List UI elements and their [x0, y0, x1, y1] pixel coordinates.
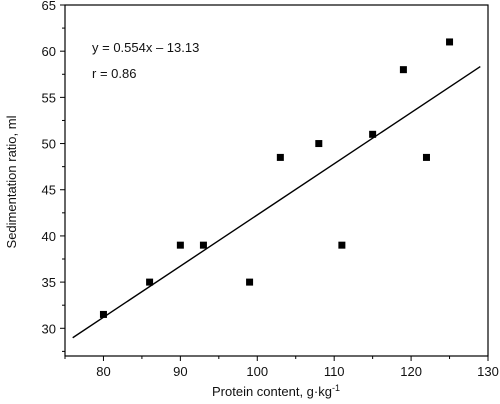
- x-tick-label: 110: [324, 364, 345, 379]
- y-axis-label: Sedimentation ratio, ml: [4, 115, 19, 248]
- regression-line-group: [72, 65, 481, 339]
- y-tick-label: 30: [42, 321, 56, 336]
- data-point: [199, 241, 207, 249]
- x-tick-label: 130: [477, 364, 499, 379]
- data-point: [338, 241, 346, 249]
- y-tick-label: 40: [42, 229, 56, 244]
- regression-line: [72, 65, 481, 339]
- x-tick-label: 120: [400, 364, 422, 379]
- x-axis-ticks: 80 90 100 110 120 130: [64, 356, 499, 379]
- x-axis-label: Protein content, g·kg-1: [212, 383, 340, 399]
- y-tick-label: 50: [42, 137, 56, 152]
- data-point: [146, 278, 154, 286]
- y-tick-label: 35: [42, 275, 56, 290]
- data-point: [315, 140, 323, 148]
- data-point: [399, 66, 407, 74]
- data-point: [422, 153, 430, 161]
- x-tick-label: 80: [96, 364, 110, 379]
- data-point: [446, 38, 454, 46]
- x-axis-label-text: Protein content, g·kg: [212, 384, 332, 399]
- x-tick-label: 100: [246, 364, 268, 379]
- plot-axes: [64, 4, 489, 357]
- data-points: [99, 38, 454, 318]
- y-tick-label: 55: [42, 90, 56, 105]
- x-axis-label-superscript: -1: [332, 383, 340, 393]
- y-tick-label: 60: [42, 44, 56, 59]
- data-point: [176, 241, 184, 249]
- correlation-coefficient: r = 0.86: [92, 66, 136, 81]
- data-point: [369, 130, 377, 138]
- x-tick-label: 90: [173, 364, 187, 379]
- data-point: [246, 278, 254, 286]
- y-tick-label: 45: [42, 183, 56, 198]
- y-tick-label: 65: [42, 0, 56, 13]
- regression-equation: y = 0.554x – 13.13: [92, 40, 199, 55]
- data-point: [276, 153, 284, 161]
- plot-frame: [64, 4, 489, 357]
- y-axis-ticks: 30 35 40 45 50 55 60 65: [42, 0, 65, 352]
- data-point: [99, 310, 107, 318]
